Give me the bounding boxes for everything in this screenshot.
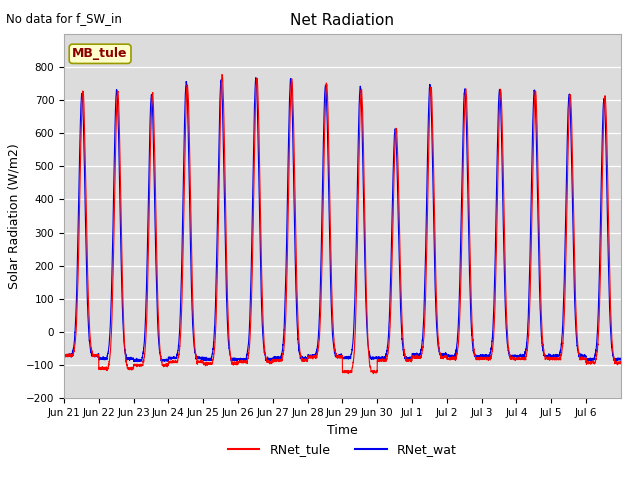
Legend: RNet_tule, RNet_wat: RNet_tule, RNet_wat: [223, 438, 461, 461]
RNet_wat: [537, 326, 545, 332]
RNet_tule: [393, 135, 401, 141]
Y-axis label: Solar Radiation (W/m2): Solar Radiation (W/m2): [7, 143, 20, 289]
RNet_tule: [175, 348, 183, 354]
RNet_tule: [218, 72, 226, 77]
RNet_wat: [523, 340, 531, 346]
Text: No data for f_SW_in: No data for f_SW_in: [6, 12, 122, 25]
X-axis label: Time: Time: [327, 424, 358, 437]
Text: MB_tule: MB_tule: [72, 48, 128, 60]
RNet_tule: [495, 108, 503, 114]
RNet_wat: [60, 353, 68, 359]
Line: RNet_tule: RNet_tule: [64, 74, 621, 374]
Title: Net Radiation: Net Radiation: [291, 13, 394, 28]
RNet_wat: [364, 333, 371, 338]
RNet_wat: [130, 359, 138, 364]
RNet_tule: [60, 351, 68, 357]
RNet_wat: [252, 75, 260, 81]
RNet_tule: [537, 302, 545, 308]
RNet_wat: [176, 329, 184, 335]
RNet_tule: [370, 371, 378, 377]
RNet_wat: [393, 168, 401, 173]
RNet_tule: [617, 360, 625, 365]
Line: RNet_wat: RNet_wat: [64, 78, 621, 361]
RNet_tule: [364, 317, 371, 323]
RNet_tule: [523, 350, 531, 356]
RNet_wat: [495, 87, 503, 93]
RNet_wat: [617, 356, 625, 361]
